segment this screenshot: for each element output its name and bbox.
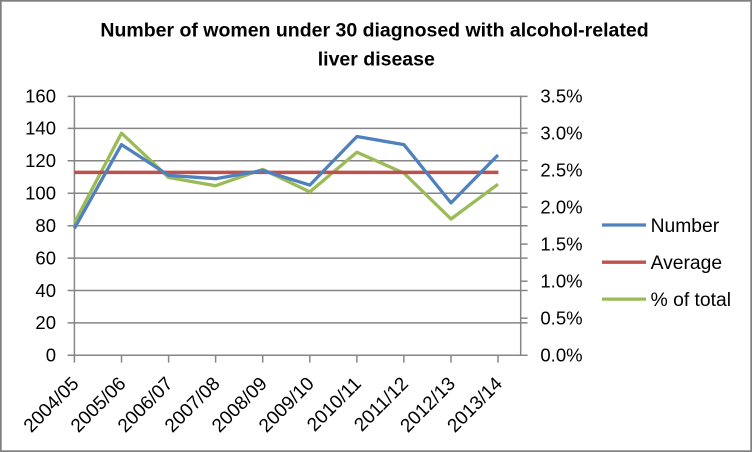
svg-text:0.5%: 0.5% bbox=[540, 308, 582, 329]
svg-text:Number: Number bbox=[651, 216, 720, 237]
svg-text:0.0%: 0.0% bbox=[540, 345, 582, 366]
svg-text:Average: Average bbox=[651, 253, 722, 274]
svg-text:20: 20 bbox=[35, 312, 56, 333]
svg-text:2.5%: 2.5% bbox=[540, 159, 582, 180]
svg-text:140: 140 bbox=[25, 118, 56, 139]
svg-text:160: 160 bbox=[25, 85, 56, 106]
svg-text:120: 120 bbox=[25, 150, 56, 171]
svg-text:100: 100 bbox=[25, 183, 56, 204]
svg-text:1.5%: 1.5% bbox=[540, 233, 582, 254]
svg-text:liver disease: liver disease bbox=[318, 49, 435, 71]
svg-text:0: 0 bbox=[46, 345, 56, 366]
svg-text:2.0%: 2.0% bbox=[540, 196, 582, 217]
svg-text:Number of women under 30 diagn: Number of women under 30 diagnosed with … bbox=[100, 19, 648, 41]
svg-text:40: 40 bbox=[35, 280, 56, 301]
svg-text:3.0%: 3.0% bbox=[540, 122, 582, 143]
svg-text:% of total: % of total bbox=[651, 290, 731, 311]
svg-text:3.5%: 3.5% bbox=[540, 85, 582, 106]
svg-text:60: 60 bbox=[35, 247, 56, 268]
svg-text:1.0%: 1.0% bbox=[540, 271, 582, 292]
svg-text:80: 80 bbox=[35, 215, 56, 236]
